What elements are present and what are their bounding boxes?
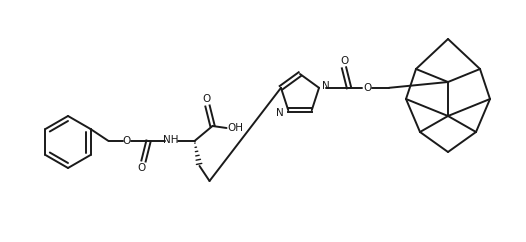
Text: O: O <box>363 83 371 93</box>
Text: N: N <box>276 108 284 118</box>
Text: O: O <box>123 136 130 146</box>
Text: O: O <box>137 163 146 173</box>
Text: N: N <box>322 81 330 91</box>
Text: NH: NH <box>163 135 178 145</box>
Text: O: O <box>203 94 210 104</box>
Text: OH: OH <box>228 123 244 133</box>
Text: O: O <box>340 56 348 66</box>
